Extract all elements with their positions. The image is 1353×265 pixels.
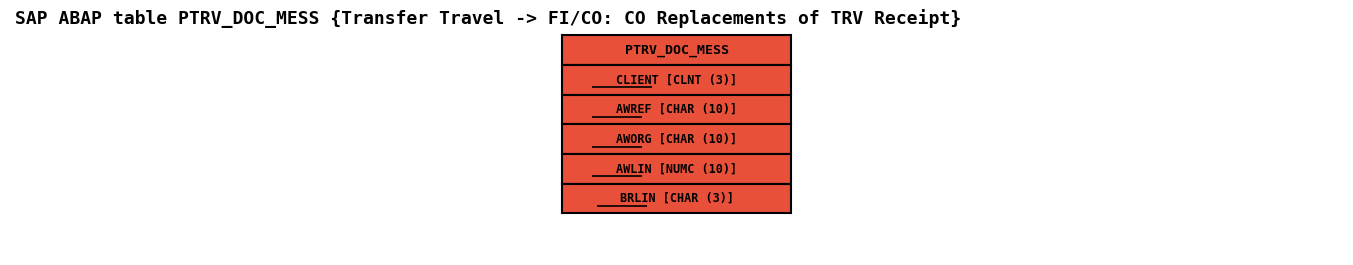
FancyBboxPatch shape bbox=[561, 95, 792, 124]
Text: AWORG [CHAR (10)]: AWORG [CHAR (10)] bbox=[616, 133, 737, 146]
Text: AWLIN [NUMC (10)]: AWLIN [NUMC (10)] bbox=[616, 162, 737, 175]
FancyBboxPatch shape bbox=[561, 124, 792, 154]
FancyBboxPatch shape bbox=[561, 154, 792, 184]
Text: CLIENT [CLNT (3)]: CLIENT [CLNT (3)] bbox=[616, 73, 737, 86]
FancyBboxPatch shape bbox=[561, 184, 792, 213]
Text: BRLIN [CHAR (3)]: BRLIN [CHAR (3)] bbox=[620, 192, 733, 205]
FancyBboxPatch shape bbox=[561, 65, 792, 95]
Text: AWREF [CHAR (10)]: AWREF [CHAR (10)] bbox=[616, 103, 737, 116]
Text: PTRV_DOC_MESS: PTRV_DOC_MESS bbox=[625, 44, 728, 57]
Text: SAP ABAP table PTRV_DOC_MESS {Transfer Travel -> FI/CO: CO Replacements of TRV R: SAP ABAP table PTRV_DOC_MESS {Transfer T… bbox=[15, 9, 961, 28]
FancyBboxPatch shape bbox=[561, 36, 792, 65]
